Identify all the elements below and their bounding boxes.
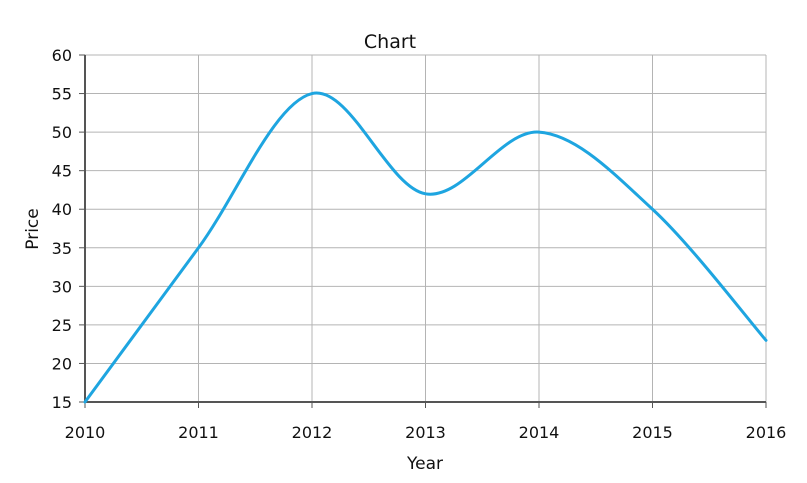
- x-tick-label: 2010: [65, 423, 106, 442]
- y-tick-label: 50: [52, 123, 72, 142]
- y-tick-label: 20: [52, 354, 72, 373]
- chart-title: Chart: [364, 31, 416, 53]
- y-tick-label: 55: [52, 85, 72, 104]
- x-tick-label: 2014: [519, 423, 560, 442]
- y-tick-label: 60: [52, 46, 72, 65]
- x-tick-label: 2016: [746, 423, 787, 442]
- y-tick-label: 30: [52, 277, 72, 296]
- y-tick-label: 45: [52, 162, 72, 181]
- y-tick-label: 40: [52, 200, 72, 219]
- y-tick-label: 25: [52, 316, 72, 335]
- price-series-line: [83, 91, 768, 404]
- axes: [79, 54, 767, 408]
- tick-labels: 2010 2011 2012 2013 2014 2015 2016 15 20 25 30 35 40…: [52, 46, 787, 442]
- grid-lines: [84, 54, 767, 403]
- y-tick-label: 15: [52, 393, 72, 412]
- x-tick-label: 2012: [292, 423, 333, 442]
- x-tick-label: 2011: [178, 423, 219, 442]
- x-tick-label: 2013: [405, 423, 446, 442]
- series-layer: [83, 91, 768, 404]
- x-tick-label: 2015: [632, 423, 673, 442]
- y-tick-label: 35: [52, 239, 72, 258]
- x-axis-title: Year: [406, 454, 443, 474]
- y-axis-title: Price: [23, 208, 43, 249]
